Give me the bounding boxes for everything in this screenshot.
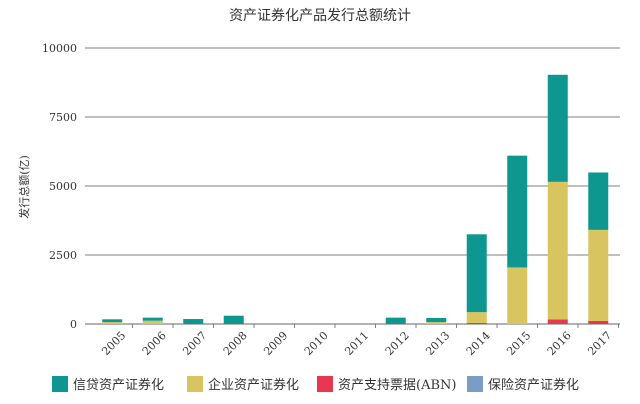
x-tick-2007: 2007 [180,329,209,358]
bar-2013---s1[interactable] [426,322,447,324]
legend-swatch---0[interactable] [52,376,68,392]
bar-2017---s2[interactable] [588,172,609,230]
legend-label-0[interactable]: 信贷资产证券化 [73,377,164,393]
legend-label-2[interactable]: 资产支持票据(ABN) [338,378,456,393]
bar-2012---s2[interactable] [385,317,406,324]
x-tick-2016: 2016 [545,329,574,358]
y-tick-10000: 10000 [42,42,77,55]
x-tick-2012: 2012 [383,329,412,358]
y-tick-2500: 2500 [49,249,77,262]
bar-2006---s2[interactable] [142,317,163,321]
bar-2016---s2[interactable] [547,74,568,182]
x-tick-labels: 2005 2006 2007 2008 2009 2010 2011 2012 2013 2014… [99,324,619,358]
bar-2015---s2[interactable] [507,155,528,268]
legend[interactable]: 信贷资产证券化 企业资产证券化 资产支持票据(ABN) 保险资产证券化 [52,376,579,393]
chart-title: 资产证券化产品发行总额统计 [229,8,411,24]
bar-2005---s1[interactable] [102,322,123,324]
y-tick-5000: 5000 [49,180,77,193]
legend-swatch---3[interactable] [467,376,483,392]
bar-2013---s2[interactable] [426,317,447,323]
x-tick-2015: 2015 [504,329,533,358]
legend-label-3[interactable]: 保险资产证券化 [488,377,579,393]
bar-2014---s1[interactable] [466,312,487,323]
bar-2005---s2[interactable] [102,319,123,323]
y-axis-label: 发行总额(亿) [17,155,31,219]
y-tick-7500: 7500 [49,111,77,124]
bar-2016---s1[interactable] [547,181,568,320]
x-tick-2006: 2006 [140,329,169,358]
x-tick-2009: 2009 [261,329,290,358]
bar-2014--abn--s0[interactable] [466,322,487,324]
x-tick-2013: 2013 [423,329,452,358]
x-tick-2008: 2008 [221,329,250,358]
legend-label-1[interactable]: 企业资产证券化 [208,377,299,393]
y-tick-labels: 0 2500 5000 7500 10000 [42,42,77,331]
bar-2015---s1[interactable] [507,267,528,324]
x-tick-2011: 2011 [342,329,371,358]
bar-2016--abn--s0[interactable] [547,319,568,324]
bar-2007---s2[interactable] [183,319,204,324]
x-tick-2010: 2010 [302,329,331,358]
y-tick-0: 0 [70,318,77,331]
x-tick-2014: 2014 [464,329,493,358]
bar-2017---s1[interactable] [588,229,609,321]
bar-2006---s1[interactable] [142,320,163,324]
bar-2014---s2[interactable] [466,234,487,313]
legend-swatch---1[interactable] [187,376,203,392]
x-tick-2005: 2005 [99,329,128,358]
x-tick-2017: 2017 [585,329,614,358]
legend-swatch--abn--2[interactable] [317,376,333,392]
grid-lines [85,47,620,325]
bars [102,74,609,324]
bar-2008---s2[interactable] [223,315,244,324]
bar-2017--abn--s0[interactable] [588,320,609,324]
